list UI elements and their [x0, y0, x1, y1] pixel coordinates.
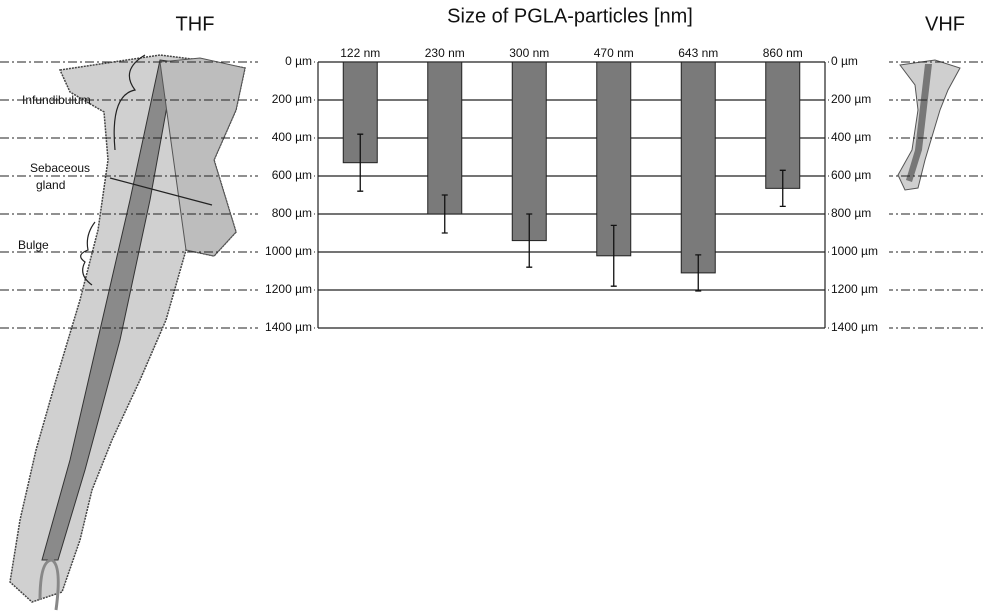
bulge-brace	[80, 221, 96, 286]
bar	[427, 61, 463, 215]
tick-label-bg	[829, 207, 889, 221]
y2-tick-label: 200 µm	[831, 92, 871, 106]
x-tick-label: 300 nm	[509, 46, 549, 60]
y2-tick-label: 600 µm	[831, 168, 871, 182]
bar	[596, 61, 632, 257]
sebaceous-label: Sebaceous	[30, 161, 90, 175]
bar	[680, 61, 716, 274]
tick-label-bg	[829, 245, 889, 259]
y-tick-label: 200 µm	[272, 92, 312, 106]
y-tick-label: 800 µm	[272, 206, 312, 220]
vellus-shaft	[906, 64, 932, 182]
error-bar	[357, 133, 364, 192]
y2-tick-label: 1200 µm	[831, 282, 878, 296]
y-tick-label: 1000 µm	[265, 244, 312, 258]
gland-label: gland	[36, 178, 65, 192]
tick-label-bg	[258, 207, 314, 221]
tick-label-bg	[258, 169, 314, 183]
error-bar	[441, 194, 448, 234]
tick-label-bg	[829, 55, 889, 69]
y2-tick-label: 1400 µm	[831, 320, 878, 334]
y2-tick-label: 800 µm	[831, 206, 871, 220]
x-tick-label: 230 nm	[425, 46, 465, 60]
tick-label-bg	[258, 283, 314, 297]
bulge-label: Bulge	[18, 238, 49, 252]
thf-label: THF	[176, 13, 215, 35]
error-bar	[779, 169, 786, 208]
x-tick-label: 122 nm	[340, 46, 380, 60]
tick-label-bg	[829, 283, 889, 297]
x-tick-label: 643 nm	[678, 46, 718, 60]
y-tick-label: 0 µm	[285, 54, 312, 68]
papilla	[38, 558, 60, 611]
hair-shaft	[41, 59, 176, 561]
y-tick-label: 600 µm	[272, 168, 312, 182]
tick-label-bg	[258, 321, 314, 335]
chart-title: Size of PGLA-particles [nm]	[447, 5, 693, 27]
tick-label-bg	[258, 245, 314, 259]
error-bar	[526, 213, 533, 268]
tick-label-bg	[829, 169, 889, 183]
infundibulum-brace	[113, 54, 146, 151]
vhf-illustration	[897, 59, 961, 191]
tick-label-bg	[258, 131, 314, 145]
tick-label-bg	[829, 321, 889, 335]
y2-tick-label: 0 µm	[831, 54, 858, 68]
y-tick-label: 1400 µm	[265, 320, 312, 334]
tick-label-bg	[258, 93, 314, 107]
bar	[765, 61, 801, 189]
tick-label-bg	[258, 55, 314, 69]
sebaceous-pointer	[109, 177, 213, 206]
y-tick-label: 1200 µm	[265, 282, 312, 296]
y-tick-label: 400 µm	[272, 130, 312, 144]
y2-tick-label: 400 µm	[831, 130, 871, 144]
error-bar	[695, 254, 702, 292]
tick-label-bg	[829, 131, 889, 145]
vhf-label: VHF	[925, 13, 965, 35]
error-bar	[610, 224, 617, 287]
y2-tick-label: 1000 µm	[831, 244, 878, 258]
x-tick-label: 860 nm	[763, 46, 803, 60]
tick-label-bg	[829, 93, 889, 107]
x-tick-label: 470 nm	[594, 46, 634, 60]
